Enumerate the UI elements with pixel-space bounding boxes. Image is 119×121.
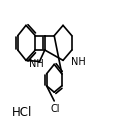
Text: HCl: HCl	[12, 106, 33, 119]
Text: Cl: Cl	[50, 104, 60, 114]
Text: NH: NH	[71, 57, 85, 67]
Text: NH: NH	[29, 59, 44, 69]
